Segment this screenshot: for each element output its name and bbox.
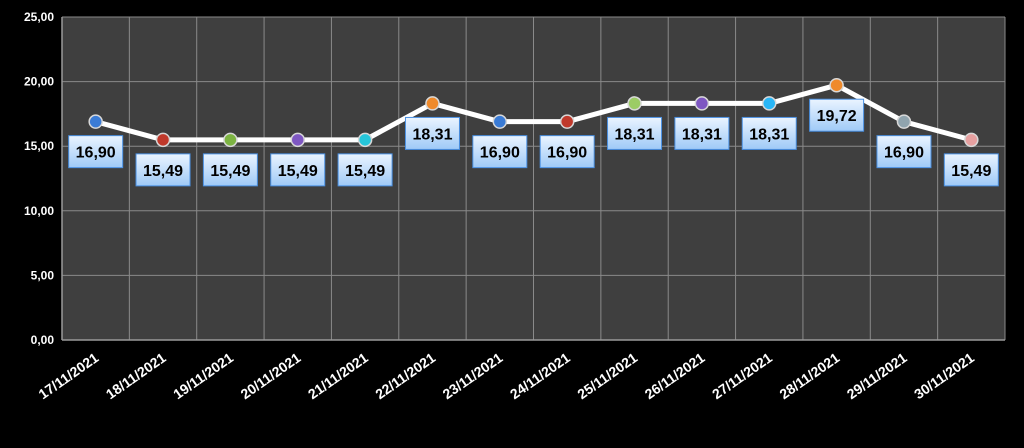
data-label: 15,49 xyxy=(202,153,258,187)
data-label-text: 16,90 xyxy=(76,145,116,162)
data-label: 16,90 xyxy=(68,135,124,169)
data-label-box xyxy=(876,135,932,169)
x-tick-label: 28/11/2021 xyxy=(776,349,842,402)
data-label-text: 18,31 xyxy=(615,126,655,143)
data-point xyxy=(896,114,912,129)
data-point xyxy=(425,96,440,111)
y-tick-label: 10,00 xyxy=(24,204,54,218)
data-label-text: 18,31 xyxy=(682,126,722,143)
x-tick-label: 25/11/2021 xyxy=(574,349,640,402)
data-label-box xyxy=(607,116,663,150)
data-point xyxy=(88,114,103,129)
data-label-text: 15,49 xyxy=(951,163,991,180)
data-label-text: 15,49 xyxy=(143,163,183,180)
data-label-text: 19,72 xyxy=(817,108,857,125)
y-tick-label: 0,00 xyxy=(31,333,55,347)
x-tick-label: 26/11/2021 xyxy=(642,349,708,402)
data-point xyxy=(762,96,777,111)
x-tick-label: 21/11/2021 xyxy=(305,349,371,402)
y-tick-label: 25,00 xyxy=(24,10,54,24)
x-tick-label: 29/11/2021 xyxy=(844,349,910,402)
data-label: 18,31 xyxy=(607,116,663,150)
data-label: 15,49 xyxy=(270,153,326,187)
data-label-text: 15,49 xyxy=(345,163,385,180)
data-label-box xyxy=(202,153,258,187)
y-tick-label: 20,00 xyxy=(24,75,54,89)
x-tick-label: 18/11/2021 xyxy=(103,349,169,402)
data-label-box xyxy=(741,116,797,150)
data-label-box xyxy=(539,135,595,169)
y-tick-label: 5,00 xyxy=(31,268,55,282)
data-point xyxy=(829,77,844,93)
x-tick-label: 27/11/2021 xyxy=(709,349,775,402)
x-tick-label: 23/11/2021 xyxy=(440,349,506,402)
data-label: 15,49 xyxy=(135,153,191,187)
data-label-box xyxy=(674,116,730,150)
data-label-text: 15,49 xyxy=(210,163,250,180)
x-tick-label: 19/11/2021 xyxy=(170,349,236,402)
x-tick-label: 30/11/2021 xyxy=(911,349,977,402)
data-label-text: 16,90 xyxy=(480,145,520,162)
data-label: 16,90 xyxy=(539,135,595,169)
series-line xyxy=(93,82,974,143)
data-label: 18,31 xyxy=(404,116,460,150)
data-label-text: 18,31 xyxy=(749,126,789,143)
data-label-text: 16,90 xyxy=(547,145,587,162)
data-point xyxy=(492,114,508,129)
data-label-box xyxy=(68,135,124,169)
data-point xyxy=(290,132,305,148)
data-label-text: 16,90 xyxy=(884,145,924,162)
data-label: 16,90 xyxy=(472,135,528,169)
data-label: 16,90 xyxy=(876,135,932,169)
x-tick-label: 22/11/2021 xyxy=(372,349,438,402)
data-label: 19,72 xyxy=(809,98,865,132)
data-label: 15,49 xyxy=(337,153,393,187)
data-label-box xyxy=(337,153,393,187)
data-point xyxy=(357,132,373,148)
data-label-box xyxy=(943,153,999,187)
data-label-text: 18,31 xyxy=(412,126,452,143)
data-point xyxy=(223,132,238,148)
data-point xyxy=(694,96,710,111)
data-point xyxy=(559,114,575,129)
x-tick-label: 17/11/2021 xyxy=(35,349,101,402)
data-label: 18,31 xyxy=(674,116,730,150)
data-label-text: 15,49 xyxy=(278,163,318,180)
x-tick-label: 24/11/2021 xyxy=(507,349,573,402)
data-label-box xyxy=(404,116,460,150)
data-label-box xyxy=(270,153,326,187)
data-label: 15,49 xyxy=(943,153,999,187)
data-label-box xyxy=(809,98,865,132)
data-point xyxy=(627,96,642,111)
data-point xyxy=(155,132,171,148)
data-label-box xyxy=(472,135,528,169)
data-label: 18,31 xyxy=(741,116,797,150)
y-tick-label: 15,00 xyxy=(24,139,54,153)
data-point xyxy=(964,132,979,148)
data-label-box xyxy=(135,153,191,187)
x-tick-label: 20/11/2021 xyxy=(238,349,304,402)
